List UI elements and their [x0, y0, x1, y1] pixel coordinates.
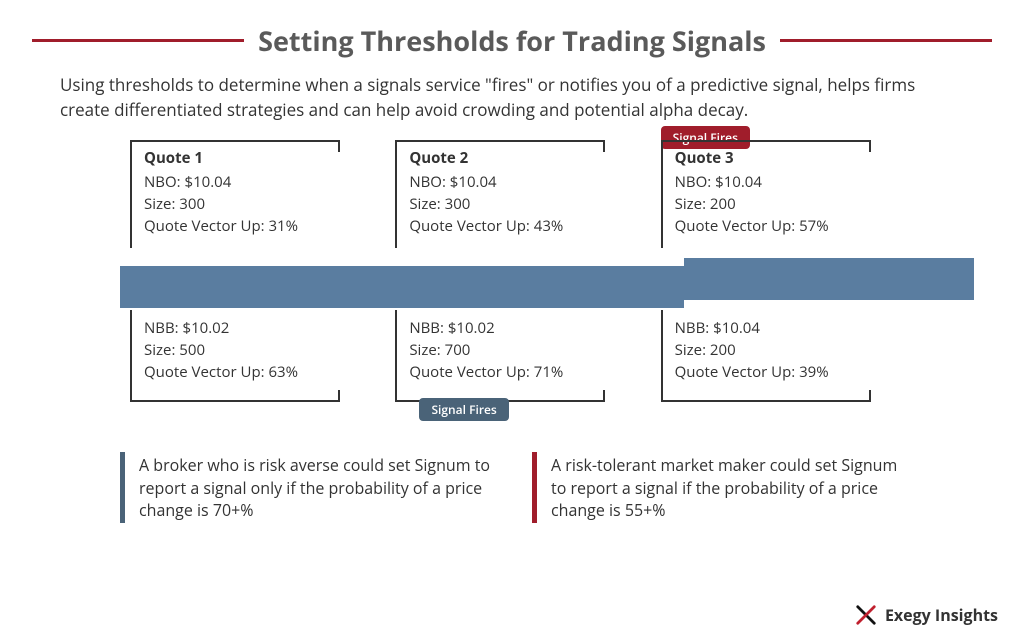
title-rule-right [780, 39, 992, 42]
quote3-top-size: Size: 200 [675, 194, 861, 216]
quote-col-1: Quote 1 NBO: $10.04 Size: 300 Quote Vect… [130, 140, 340, 402]
quote1-top-size: Size: 300 [144, 194, 330, 216]
quote3-title: Quote 3 [675, 148, 861, 170]
quote3-top-qv: Quote Vector Up: 57% [675, 216, 861, 238]
quote-col-2: Quote 2 NBO: $10.04 Size: 300 Quote Vect… [395, 140, 605, 402]
quote2-top-box: Quote 2 NBO: $10.04 Size: 300 Quote Vect… [395, 140, 605, 248]
quote2-bot-box: NBB: $10.02 Size: 700 Quote Vector Up: 7… [395, 310, 605, 402]
note-risk-averse: A broker who is risk averse could set Si… [120, 452, 492, 523]
quote1-nbo: NBO: $10.04 [144, 172, 330, 194]
title-rule-left [32, 39, 244, 42]
page-title: Setting Thresholds for Trading Signals [258, 22, 766, 59]
notes-row: A broker who is risk averse could set Si… [0, 430, 1024, 523]
signal-fires-badge-bottom: Signal Fires [419, 398, 508, 421]
quote1-top-box: Quote 1 NBO: $10.04 Size: 300 Quote Vect… [130, 140, 340, 248]
quote3-bot-size: Size: 200 [675, 340, 861, 362]
quote1-top-qv: Quote Vector Up: 31% [144, 216, 330, 238]
quote1-bot-box: NBB: $10.02 Size: 500 Quote Vector Up: 6… [130, 310, 340, 402]
quote1-title: Quote 1 [144, 148, 330, 170]
quote3-nbb: NBB: $10.04 [675, 318, 861, 340]
quote1-bot-qv: Quote Vector Up: 63% [144, 362, 330, 384]
quote3-top-box: Quote 3 NBO: $10.04 Size: 200 Quote Vect… [661, 140, 871, 248]
quote3-nbo: NBO: $10.04 [675, 172, 861, 194]
exegy-logo-icon [855, 604, 877, 626]
quote2-bot-qv: Quote Vector Up: 71% [409, 362, 595, 384]
quotes-diagram: Signal Fires Quote 1 NBO: $10.04 Size: 3… [130, 140, 934, 430]
quote2-top-size: Size: 300 [409, 194, 595, 216]
quote3-bot-qv: Quote Vector Up: 39% [675, 362, 861, 384]
quote2-nbo: NBO: $10.04 [409, 172, 595, 194]
quote2-nbb: NBB: $10.02 [409, 318, 595, 340]
quote2-bot-size: Size: 700 [409, 340, 595, 362]
brand-row: Exegy Insights [855, 604, 998, 626]
quote-col-3: Quote 3 NBO: $10.04 Size: 200 Quote Vect… [661, 140, 871, 402]
subtitle-text: Using thresholds to determine when a sig… [0, 73, 1024, 140]
quote3-bot-box: NBB: $10.04 Size: 200 Quote Vector Up: 3… [661, 310, 871, 402]
quote1-nbb: NBB: $10.02 [144, 318, 330, 340]
quote2-title: Quote 2 [409, 148, 595, 170]
brand-text: Exegy Insights [885, 604, 998, 626]
quote1-bot-size: Size: 500 [144, 340, 330, 362]
quote2-top-qv: Quote Vector Up: 43% [409, 216, 595, 238]
note-risk-tolerant: A risk-tolerant market maker could set S… [532, 452, 904, 523]
title-row: Setting Thresholds for Trading Signals [0, 0, 1024, 73]
